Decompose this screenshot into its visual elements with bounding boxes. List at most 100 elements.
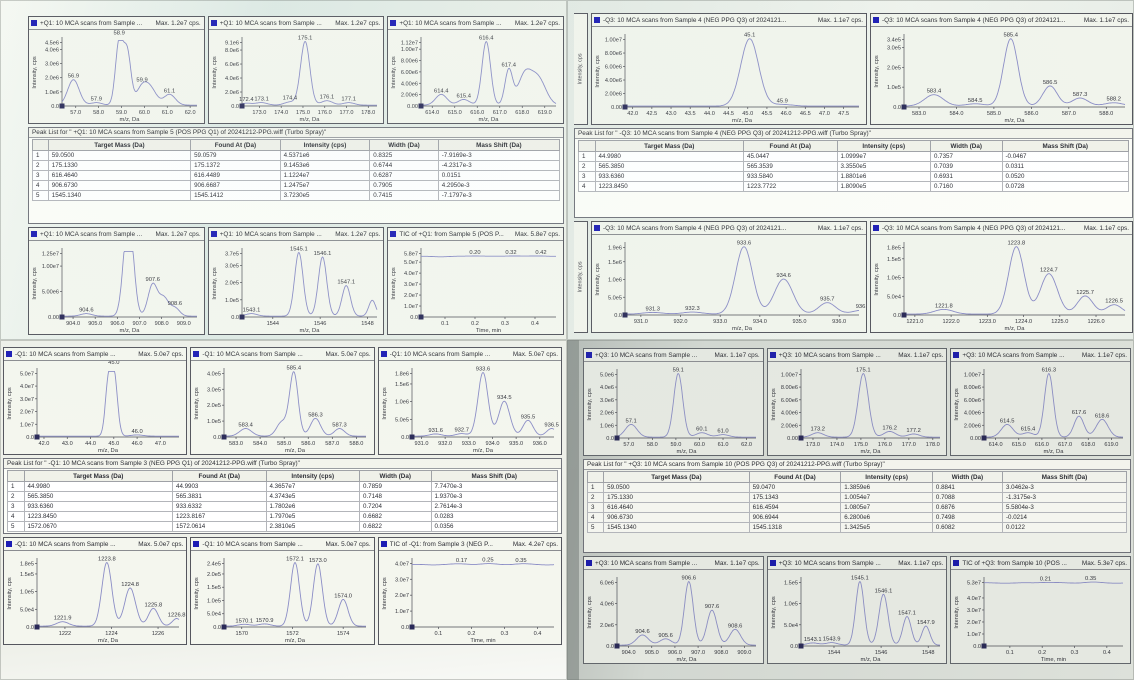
chart-select-icon[interactable] (953, 352, 960, 359)
chart-select-icon[interactable] (390, 20, 397, 27)
spectrum-chart-window[interactable]: +Q1: 10 MCA scans from Sample ... Max. 1.… (387, 16, 565, 124)
spectrum-chart-canvas[interactable]: 1.00e7 8.00e6 6.00e6 4.00e6 2.00e6 0.00 42.0 42… (592, 27, 866, 124)
chart-plot-area[interactable]: 9.1e6 8.0e6 6.0e6 4.0e6 2.0e6 0.0 173.0 174.0 17… (209, 30, 384, 124)
chart-plot-area[interactable]: 6.0e6 4.0e6 2.0e6 0.0 904.0 905.0 906.0 907.0 90… (584, 570, 763, 664)
chart-plot-area[interactable]: 5.8e7 5.0e7 4.0e7 3.0e7 2.0e7 1.0e7 0.0 0.1 0.2 0… (388, 241, 563, 335)
peak-row[interactable]: 4 1223.8450 1223.8167 1.7970e5 0.6682 0.0283 (7, 511, 558, 522)
chart-plot-area[interactable]: 1.8e5 1.5e5 1.0e5 5.0e4 0.0 1221.0 1222.0 1223.… (871, 235, 1132, 332)
chart-select-icon[interactable] (586, 560, 592, 567)
chart-select-icon[interactable] (31, 231, 37, 238)
peak-row[interactable]: 5 1572.0670 1572.0614 2.3810e5 0.6822 0.0356 (7, 521, 558, 532)
spectrum-chart-canvas[interactable]: 5.0e7 4.0e7 3.0e7 2.0e7 1.0e7 0.0 42.0 43.0 44.0… (4, 359, 186, 454)
peak-row[interactable]: 3 616.4640 616.4489 1.1224e7 0.6287 0.0151 (32, 170, 561, 181)
peak-row[interactable]: 2 565.3850 565.3831 4.3743e5 0.7148 1.9370e-3 (7, 491, 558, 502)
spectrum-chart-window[interactable]: +Q1: 10 MCA scans from Sample ... Max. 1.… (28, 218, 205, 335)
chart-plot-area[interactable]: 1.8e6 1.5e6 1.0e6 5.0e5 0.0 931.0 932.0 933.0 93… (379, 361, 561, 455)
spectrum-chart-canvas[interactable]: 4.0e5 3.0e5 2.0e5 1.0e5 0.0 583.0 584.0 585.0 58… (191, 361, 373, 454)
spectrum-chart-window[interactable]: -Q1: 10 MCA scans from Sample ... Max. 5.… (3, 347, 188, 455)
chart-plot-area[interactable]: 1.9e6 1.5e6 1.0e6 5.0e5 0.0 931.0 932.0 933.0 93… (592, 235, 870, 332)
peak-row[interactable]: 3 933.6360 933.5840 1.8801e6 0.6931 0.0520 (578, 171, 1129, 182)
chart-plot-area[interactable]: 1.00e7 8.00e6 6.00e6 4.00e6 2.00e6 0.00 614.0 6… (951, 362, 1130, 456)
tic-chart-window[interactable]: TIC of -Q1: from Sample 3 (NEG P... Max. … (377, 537, 562, 645)
chart-plot-area[interactable]: 4.0e5 3.0e5 2.0e5 1.0e5 0.0 583.0 584.0 585.0 58… (191, 361, 373, 455)
spectrum-chart-canvas[interactable]: 9.1e6 8.0e6 6.0e6 4.0e6 2.0e6 0.0 173.0 174.0 17… (209, 30, 384, 123)
chart-select-icon[interactable] (6, 541, 12, 548)
peak-row[interactable]: 2 565.3850 565.3539 3.3550e5 0.7039 0.0311 (578, 161, 1129, 172)
tic-chart-canvas[interactable]: 5.3e7 4.0e7 3.0e7 2.0e7 1.0e7 0.0 0.1 0.2 0.3 0.4… (951, 570, 1130, 663)
chart-plot-area[interactable]: 4.0e7 3.0e7 2.0e7 1.0e7 0.0 0.1 0.2 0.3 0.4 Time,… (379, 551, 561, 645)
chart-plot-area[interactable]: 1.8e5 1.5e5 1.0e5 5.0e4 0.0 1222 1224 1226 m/z, … (4, 551, 186, 645)
spectrum-chart-window[interactable]: +Q3: 10 MCA scans from Sample ... Max. 1.… (950, 348, 1132, 456)
spectrum-chart-window[interactable]: -Q1: 10 MCA scans from Sample ... Max. 5.… (3, 537, 188, 645)
peak-row[interactable]: 2 175.1330 175.1343 1.0054e7 0.7088 -1.3175e-… (586, 492, 1128, 503)
spectrum-chart-window[interactable]: -Q1: 10 MCA scans from Sample ... Max. 5.… (190, 537, 375, 645)
chart-select-icon[interactable] (210, 20, 217, 27)
chart-plot-area[interactable]: 1.00e7 8.00e6 6.00e6 4.00e6 2.00e6 0.00 173.0 1… (768, 362, 947, 456)
peak-row[interactable]: 2 175.1330 175.1372 9.1453e6 0.6744 -4.2317e-… (32, 160, 561, 171)
chart-select-icon[interactable] (594, 225, 600, 232)
chart-select-icon[interactable] (769, 352, 776, 359)
chart-select-icon[interactable] (380, 351, 387, 358)
spectrum-chart-canvas[interactable]: 1.8e5 1.5e5 1.0e5 5.0e4 0.0 1222 1224 1226 m/z, … (4, 551, 186, 644)
chart-plot-area[interactable]: 1.25e7 1.00e7 5.00e6 0.00 904.0 905.0 906.0 907… (29, 218, 204, 335)
spectrum-chart-window[interactable]: +Q3: 10 MCA scans from Sample ... Max. 1.… (766, 556, 948, 664)
peak-row[interactable]: 4 906.6730 906.6687 1.2475e7 0.7905 4.2950e-3 (32, 180, 561, 191)
peak-row[interactable]: 5 1545.1340 1545.1318 1.3425e5 0.6082 0.0122 (586, 522, 1128, 533)
spectrum-chart-window[interactable]: +Q1: 10 MCA scans from Sample ... Max. 1.… (207, 16, 385, 124)
chart-select-icon[interactable] (953, 560, 960, 567)
spectrum-chart-window[interactable]: +Q3: 10 MCA scans from Sample ... Max. 1.… (766, 348, 948, 456)
peak-row[interactable]: 3 616.4640 616.4594 1.0805e7 0.6876 5.5804e-3 (586, 502, 1128, 513)
peak-row[interactable]: 5 1545.1340 1545.1412 3.7230e5 0.7415 -7.1797… (32, 190, 561, 201)
tic-chart-window[interactable]: TIC of +Q3: from Sample 10 (POS ... Max. … (950, 556, 1132, 664)
chart-select-icon[interactable] (873, 17, 880, 24)
chart-plot-area[interactable]: 1.5e5 1.0e5 5.0e4 0.0 1544 1546 1548 m/z, Da Int… (768, 570, 947, 664)
peak-row[interactable]: 1 44.9980 44.9903 4.3657e7 0.7859 7.7470e-3 (7, 481, 558, 492)
spectrum-chart-canvas[interactable]: 5.0e6 4.0e6 3.0e6 2.0e6 1.0e6 0.0 57.0 58.0 59.0… (584, 362, 763, 455)
spectrum-chart-canvas[interactable]: 6.0e6 4.0e6 2.0e6 0.0 904.0 905.0 906.0 907.0 90… (584, 570, 763, 663)
chart-select-icon[interactable] (390, 231, 397, 238)
chart-select-icon[interactable] (586, 352, 592, 359)
chart-plot-area[interactable]: 1.00e7 8.00e6 6.00e6 4.00e6 2.00e6 0.00 42.0 42… (592, 27, 866, 124)
chart-select-icon[interactable] (6, 351, 12, 358)
chart-select-icon[interactable] (31, 20, 37, 27)
spectrum-chart-canvas[interactable]: 1.8e6 1.5e6 1.0e6 5.0e5 0.0 931.0 932.0 933.0 93… (379, 361, 561, 454)
chart-plot-area[interactable]: 1.12e7 1.00e7 8.00e6 6.00e6 4.00e6 2.00e6 0.00… (388, 30, 563, 124)
spectrum-chart-window[interactable]: +Q1: 10 MCA scans from Sample ... Max. 1.… (28, 16, 205, 124)
chart-plot-area[interactable]: 3.7e5 3.0e5 2.0e5 1.0e5 0.0 1544 1546 1548 m/z, … (209, 241, 384, 335)
chart-select-icon[interactable] (210, 231, 217, 238)
chart-select-icon[interactable] (380, 541, 387, 548)
tic-chart-canvas[interactable]: 4.0e7 3.0e7 2.0e7 1.0e7 0.0 0.1 0.2 0.3 0.4 Time,… (379, 551, 561, 644)
spectrum-chart-canvas[interactable]: 3.7e5 3.0e5 2.0e5 1.0e5 0.0 1544 1546 1548 m/z, … (209, 241, 384, 334)
spectrum-chart-window[interactable]: -Q1: 10 MCA scans from Sample ... Max. 5.… (377, 347, 562, 455)
spectrum-chart-window[interactable]: -Q1: 10 MCA scans from Sample ... Max. 5.… (190, 347, 375, 455)
spectrum-chart-canvas[interactable]: 1.00e7 8.00e6 6.00e6 4.00e6 2.00e6 0.00 614.0 6… (951, 362, 1130, 455)
peak-row[interactable]: 1 59.0500 59.0470 1.3859e6 0.8841 3.0462e-3 (586, 482, 1128, 493)
chart-plot-area[interactable]: 5.0e7 4.0e7 3.0e7 2.0e7 1.0e7 0.0 42.0 43.0 44.0… (4, 359, 186, 455)
chart-select-icon[interactable] (873, 225, 880, 232)
spectrum-chart-window[interactable]: +Q3: 10 MCA scans from Sample ... Max. 1.… (583, 556, 764, 664)
chart-plot-area[interactable]: 2.4e5 2.0e5 1.5e5 1.0e5 5.0e4 0.0 1570 1572 1574… (191, 551, 373, 645)
spectrum-chart-canvas[interactable]: 1.00e7 8.00e6 6.00e6 4.00e6 2.00e6 0.00 173.0 1… (768, 362, 947, 455)
spectrum-chart-canvas[interactable]: 3.4e5 3.0e5 2.0e5 1.0e5 0.0 583.0 584.0 585.0 58… (871, 27, 1132, 124)
peak-row[interactable]: 4 1223.8450 1223.7722 1.8090e5 0.7160 0.0728 (578, 181, 1129, 192)
spectrum-chart-window[interactable]: -Q3: 10 MCA scans from Sample 4 (NEG PPG… (591, 221, 870, 333)
spectrum-chart-canvas[interactable]: 1.9e6 1.5e6 1.0e6 5.0e5 0.0 931.0 932.0 933.0 93… (592, 235, 870, 332)
peak-row[interactable]: 1 59.0500 59.0579 4.5371e6 0.8325 -7.9169e-3 (32, 150, 561, 161)
spectrum-chart-canvas[interactable]: 1.8e5 1.5e5 1.0e5 5.0e4 0.0 1221.0 1222.0 1223.… (871, 235, 1132, 332)
peak-row[interactable]: 3 933.6360 933.6332 1.7802e6 0.7204 2.7614e-3 (7, 501, 558, 512)
chart-plot-area[interactable]: 5.0e6 4.0e6 3.0e6 2.0e6 1.0e6 0.0 57.0 58.0 59.0… (584, 362, 763, 456)
chart-plot-area[interactable]: 5.3e7 4.0e7 3.0e7 2.0e7 1.0e7 0.0 0.1 0.2 0.3 0.4… (951, 570, 1130, 664)
peak-row[interactable]: 1 44.9980 45.0447 1.0999e7 0.7357 -0.0467 (578, 151, 1129, 162)
spectrum-chart-canvas[interactable]: 1.5e5 1.0e5 5.0e4 0.0 1544 1546 1548 m/z, Da Int… (768, 570, 947, 663)
chart-select-icon[interactable] (193, 351, 200, 358)
chart-plot-area[interactable]: 4.5e6 4.0e6 3.0e6 2.0e6 1.0e6 0.0 57.0 58.0 59.0… (29, 30, 204, 124)
tic-chart-window[interactable]: TIC of +Q1: from Sample 5 (POS P... Max. … (387, 227, 565, 335)
spectrum-chart-canvas[interactable]: 2.4e5 2.0e5 1.5e5 1.0e5 5.0e4 0.0 1570 1572 1574… (191, 551, 373, 644)
peak-row[interactable]: 4 906.6730 906.6944 6.2800e6 0.7498 -0.0214 (586, 512, 1128, 523)
chart-select-icon[interactable] (769, 560, 776, 567)
spectrum-chart-window[interactable]: +Q3: 10 MCA scans from Sample ... Max. 1.… (583, 348, 764, 456)
chart-select-icon[interactable] (193, 541, 200, 548)
